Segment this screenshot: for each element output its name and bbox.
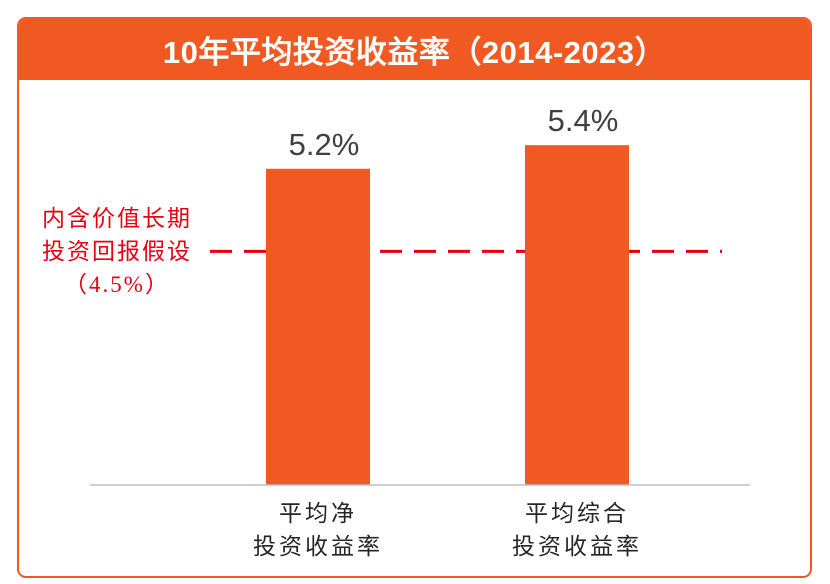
bar-net-investment-yield: [266, 168, 370, 485]
data-label-net-investment-yield: 5.2%: [288, 126, 360, 162]
chart-title: 10年平均投资收益率（2014-2023）: [162, 35, 667, 70]
chart-header: 10年平均投资收益率（2014-2023）: [19, 19, 810, 80]
reference-line-label: 内含价值长期 投资回报假设 （4.5%）: [42, 205, 192, 297]
data-label-comprehensive-investment-yield: 5.4%: [547, 103, 619, 139]
x-tick-label-net-investment-yield: 平均净 投资收益率: [253, 501, 383, 559]
x-tick-label-comprehensive-investment-yield: 平均综合 投资收益率: [512, 501, 642, 559]
bar-comprehensive-investment-yield: [525, 145, 629, 485]
